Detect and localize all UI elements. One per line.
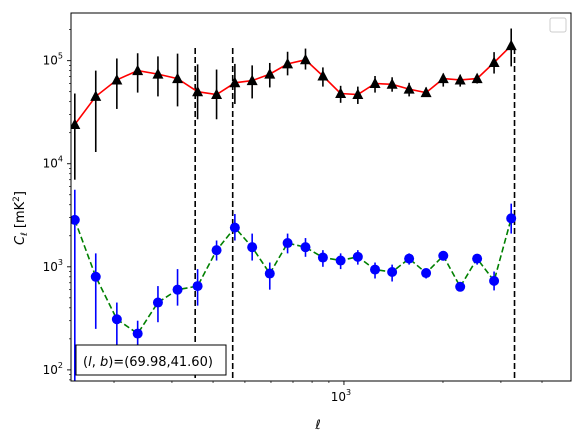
series-1-point-11	[282, 238, 293, 249]
series-1-point-8	[229, 222, 240, 233]
series-1-point-3	[132, 328, 143, 339]
y-tick-label-3: 105	[43, 52, 63, 68]
series-1-point-5	[172, 284, 183, 295]
series-1-point-22	[472, 253, 483, 264]
series-1-point-17	[387, 267, 398, 278]
series-0-point-0	[71, 118, 81, 130]
series-1-point-4	[152, 297, 163, 308]
series-0-point-22	[471, 72, 483, 84]
series-1-point-9	[247, 242, 258, 253]
series-1-point-1	[90, 271, 101, 282]
series-1-point-2	[111, 314, 122, 325]
series-0-point-8	[229, 76, 241, 88]
series-0-point-20	[437, 72, 449, 84]
series-0-point-5	[172, 72, 184, 84]
y-tick-label-1: 103	[43, 258, 63, 274]
y-tick-label-2: 104	[43, 155, 63, 171]
series-1-point-21	[455, 281, 466, 292]
series-1-point-23	[489, 275, 500, 286]
x-axis-label: ℓ	[314, 418, 320, 433]
axes: 102 103 104 105 103	[43, 12, 572, 404]
series-0-point-24	[505, 39, 517, 51]
series-1-point-18	[404, 253, 415, 264]
series-1-point-10	[264, 268, 275, 279]
series-0-point-16	[369, 77, 381, 89]
series-0-point-9	[246, 74, 258, 86]
series-1-point-7	[211, 245, 222, 256]
axis-labels: ℓ Cℓ [mK2]	[12, 191, 321, 433]
annotation-frame	[75, 344, 227, 376]
series-0-point-4	[152, 68, 164, 79]
series-1-point-14	[335, 255, 346, 266]
series-0-line	[74, 45, 512, 125]
series-0-point-17	[386, 78, 398, 89]
y-axis-label: Cℓ [mK2]	[12, 191, 30, 245]
plot-content	[71, 28, 517, 381]
series-0-point-14	[335, 87, 347, 99]
annotation-text: (l, b)=(69.98,41.60)	[83, 355, 213, 370]
series-1-point-13	[317, 252, 328, 263]
series-0-point-3	[132, 64, 144, 76]
series-1-point-19	[421, 268, 432, 279]
series-0-point-18	[403, 83, 415, 94]
series-0-point-23	[488, 56, 500, 67]
series-0-point-13	[317, 69, 329, 81]
legend-box	[549, 17, 567, 33]
axes-frame	[70, 12, 572, 382]
series-0-point-2	[111, 73, 123, 85]
series-0-point-1	[90, 90, 102, 101]
series-1-point-24	[506, 213, 517, 224]
series-0-point-19	[420, 86, 432, 98]
series-1-point-0	[71, 214, 80, 225]
series-1-point-20	[438, 250, 449, 261]
annotation-box: (l, b)=(69.98,41.60)	[75, 344, 227, 376]
series-1-point-12	[300, 242, 311, 253]
series-0-point-11	[282, 57, 294, 69]
series-1-line	[74, 218, 512, 335]
series-0-point-15	[352, 88, 364, 99]
series-0-point-6	[192, 85, 204, 97]
y-tick-label-0: 102	[43, 361, 63, 377]
series-0-point-10	[264, 68, 276, 79]
series-0-point-7	[211, 88, 223, 99]
x-tick-label-0: 103	[331, 388, 351, 404]
series-0-point-21	[454, 73, 466, 85]
series-1-point-15	[352, 251, 363, 262]
plot-area	[71, 28, 517, 381]
series-0-point-12	[299, 53, 311, 65]
series-1-point-6	[192, 281, 203, 292]
series-1-point-16	[370, 264, 381, 275]
